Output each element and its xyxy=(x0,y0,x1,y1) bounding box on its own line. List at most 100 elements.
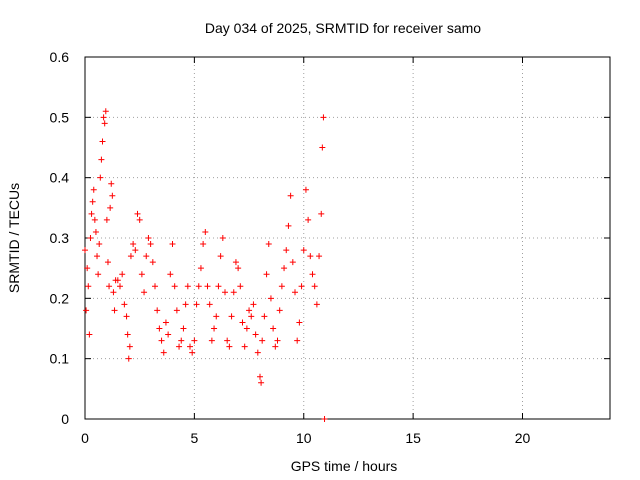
axes: 0 0.1 0.2 0.3 0.4 0.5 0.6 0 5 10 15 20 xyxy=(50,49,611,446)
data-point xyxy=(283,247,290,254)
data-point xyxy=(94,253,101,260)
y-tick-label: 0.1 xyxy=(50,351,70,367)
data-point xyxy=(321,416,328,422)
x-tick-label: 20 xyxy=(515,430,531,446)
data-point xyxy=(165,331,172,338)
data-point xyxy=(289,259,296,266)
data-point xyxy=(171,283,178,290)
data-point xyxy=(270,325,277,332)
data-point xyxy=(215,283,222,290)
data-point xyxy=(239,319,246,326)
data-point xyxy=(88,210,95,217)
data-point xyxy=(298,283,305,290)
data-point xyxy=(158,337,165,344)
data-point xyxy=(86,331,93,338)
data-point xyxy=(83,307,90,314)
data-point xyxy=(109,192,116,199)
data-point xyxy=(292,289,298,296)
data-point xyxy=(258,379,265,386)
data-point xyxy=(184,283,191,290)
data-point xyxy=(176,343,183,350)
data-point xyxy=(206,301,213,308)
data-point xyxy=(127,253,134,260)
data-point xyxy=(248,313,255,320)
data-point xyxy=(313,301,320,308)
data-point xyxy=(237,283,244,290)
data-point xyxy=(197,265,204,272)
data-point xyxy=(195,283,202,290)
data-point xyxy=(263,271,270,278)
data-point xyxy=(156,325,163,332)
data-point xyxy=(106,283,113,290)
x-tick-label: 5 xyxy=(190,430,198,446)
data-point xyxy=(95,271,102,278)
data-point xyxy=(319,144,326,151)
data-point xyxy=(124,331,131,338)
data-point xyxy=(200,241,207,248)
data-point xyxy=(167,271,174,278)
y-tick-label: 0.3 xyxy=(50,230,70,246)
data-point xyxy=(219,235,226,241)
data-point xyxy=(132,247,139,254)
data-point xyxy=(302,186,309,193)
data-point xyxy=(224,337,231,344)
data-point xyxy=(204,283,211,290)
data-point xyxy=(110,289,117,296)
data-point xyxy=(187,343,193,350)
data-point xyxy=(281,265,288,272)
data-point xyxy=(191,337,198,344)
data-point xyxy=(257,373,263,380)
x-tick-label: 15 xyxy=(405,430,421,446)
data-point xyxy=(307,253,314,260)
data-point xyxy=(300,247,307,254)
data-point xyxy=(96,241,103,248)
data-point xyxy=(121,301,128,308)
data-point xyxy=(193,301,200,308)
data-point xyxy=(287,192,294,199)
data-point xyxy=(202,228,209,235)
data-point xyxy=(162,319,169,326)
data-point xyxy=(296,319,303,326)
data-point xyxy=(98,156,105,163)
data-point xyxy=(228,313,235,320)
data-point xyxy=(182,301,189,308)
data-point xyxy=(125,355,132,362)
data-point xyxy=(261,313,268,320)
plot-frame xyxy=(84,56,611,420)
data-point xyxy=(309,271,316,278)
data-point xyxy=(232,259,239,266)
data-series xyxy=(82,108,328,422)
data-point xyxy=(87,235,94,241)
data-point xyxy=(211,325,218,332)
data-point xyxy=(222,289,228,296)
data-point xyxy=(316,253,323,260)
x-tick-label: 0 xyxy=(81,430,89,446)
data-point xyxy=(180,325,187,332)
y-tick-label: 0.2 xyxy=(50,290,70,306)
y-axis-label: SRMTID / TECUs xyxy=(6,183,22,293)
data-point xyxy=(267,295,274,302)
data-point xyxy=(119,271,126,278)
data-point xyxy=(82,247,88,254)
data-point xyxy=(320,114,327,121)
data-point xyxy=(285,222,292,229)
data-point xyxy=(278,283,285,290)
data-point xyxy=(259,337,266,344)
data-point xyxy=(90,186,97,193)
data-point xyxy=(123,313,130,320)
data-point xyxy=(103,216,110,223)
y-tick-label: 0.5 xyxy=(50,109,70,125)
data-point xyxy=(252,331,259,338)
data-point xyxy=(136,216,143,223)
data-point xyxy=(89,198,96,205)
data-point xyxy=(99,138,106,145)
data-point xyxy=(102,108,109,115)
data-point xyxy=(246,307,253,314)
grid xyxy=(85,57,610,419)
data-point xyxy=(114,277,121,284)
data-point xyxy=(226,343,233,350)
data-point xyxy=(107,204,114,211)
data-point xyxy=(178,337,185,344)
x-axis-label: GPS time / hours xyxy=(291,458,398,474)
data-point xyxy=(265,241,272,248)
